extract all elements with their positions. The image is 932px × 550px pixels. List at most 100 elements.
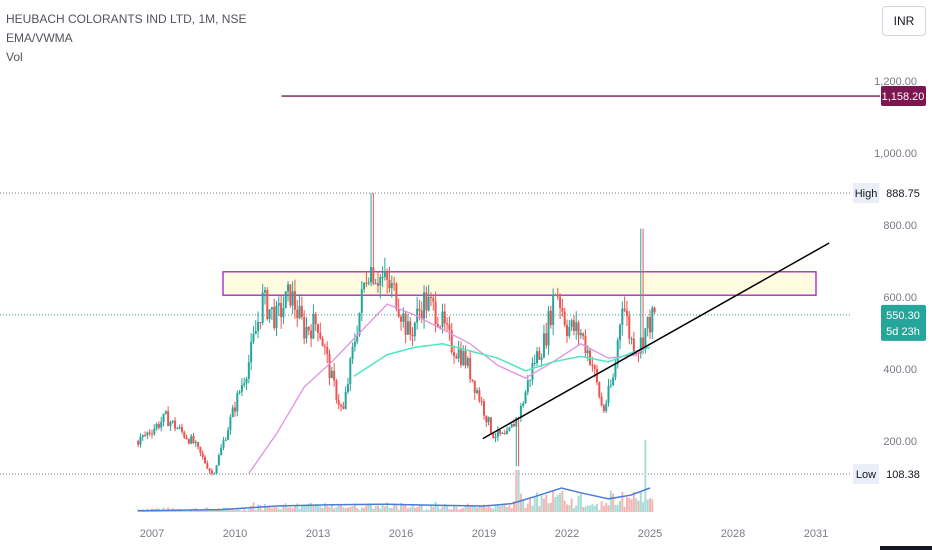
candle-body [370, 267, 373, 283]
candle-body [570, 320, 573, 327]
candle-body [536, 351, 539, 364]
volume-bar [649, 498, 651, 512]
volume-bar [529, 497, 532, 512]
candle-body [489, 417, 492, 434]
volume-bar [234, 510, 236, 512]
currency-button[interactable]: INR [882, 6, 926, 36]
candle-body [406, 321, 409, 335]
tag-label: Low [856, 469, 876, 481]
volume-bar [420, 504, 423, 512]
candle-body [432, 297, 435, 302]
candle-body [595, 368, 598, 383]
candles[interactable] [137, 193, 656, 476]
candle-body [552, 295, 555, 326]
candle-body [559, 296, 562, 308]
ema-line[interactable] [248, 303, 651, 474]
volume-bar [538, 506, 541, 512]
volume-bar [563, 500, 566, 512]
y-tick-label: 1,000.00 [874, 148, 917, 160]
volume-bar [229, 508, 232, 512]
candle-body [277, 303, 280, 306]
candle-body [222, 440, 225, 448]
candle-body [307, 326, 310, 331]
volume-bar [524, 508, 527, 512]
volume-bar [572, 508, 575, 512]
candle-body [254, 330, 257, 335]
candle-body [174, 420, 177, 429]
candle-body [639, 337, 642, 354]
symbol-title[interactable]: HEUBACH COLORANTS IND LTD, 1M, NSE [6, 12, 247, 26]
candle-body [224, 439, 227, 441]
volume-bar [510, 507, 513, 512]
candle-body [236, 393, 239, 412]
volume-bar [446, 506, 449, 512]
volume-bar [208, 509, 211, 512]
candle-body [192, 436, 195, 444]
volume-bar [353, 503, 356, 512]
volume-bar [259, 504, 262, 512]
volume-bar [595, 503, 598, 512]
volume-bars [137, 440, 654, 512]
candle-body [533, 363, 536, 365]
vwma-line[interactable] [353, 343, 651, 377]
candle-body [443, 311, 446, 324]
candle-body [538, 351, 541, 360]
volume-bar [287, 507, 290, 512]
candle-body [453, 352, 456, 357]
candle-body [160, 421, 163, 428]
candle-body [471, 379, 474, 381]
candle-body [169, 422, 172, 427]
volume-bar [411, 504, 414, 512]
volume-bar [333, 508, 336, 512]
candle-body [153, 428, 156, 434]
candle-body [632, 338, 635, 353]
volume-bar [326, 506, 329, 512]
candle-body [512, 423, 515, 427]
scroll-marker[interactable] [880, 546, 932, 550]
candle-body [623, 308, 626, 311]
candle-body [646, 317, 649, 329]
volume-bar [360, 507, 363, 512]
candle-body [466, 358, 469, 366]
volume-bar [628, 497, 631, 512]
supply-zone-box[interactable] [222, 271, 817, 296]
volume-bar [254, 509, 257, 512]
chart-legend: HEUBACH COLORANTS IND LTD, 1M, NSE EMA/V… [6, 10, 246, 67]
volume-bar [323, 503, 326, 512]
candle-body [609, 385, 612, 387]
volume-bar [340, 504, 343, 512]
support-trendline[interactable] [482, 242, 830, 440]
volume-bar [575, 505, 578, 512]
candle-body [619, 324, 622, 341]
candle-body [183, 431, 186, 438]
candle-body [612, 377, 615, 386]
volume-bar [215, 509, 218, 512]
volume-bar [376, 505, 379, 512]
candle-body [464, 350, 467, 366]
volume-bar [393, 503, 396, 512]
volume-bar [266, 507, 269, 512]
candle-body [300, 305, 303, 317]
volume-bar [496, 504, 499, 512]
volume-label[interactable]: Vol [6, 50, 23, 64]
candle-body [575, 322, 578, 331]
volume-bar [328, 506, 331, 512]
volume-bar [312, 505, 315, 512]
candle-body [213, 473, 216, 475]
candle-body [245, 378, 248, 384]
volume-bar [473, 506, 476, 512]
candle-body [317, 324, 319, 333]
candle-body [185, 437, 188, 440]
candle-body [321, 338, 324, 347]
candle-body [250, 341, 253, 363]
candle-body [459, 349, 462, 365]
volume-bar [409, 507, 412, 512]
candle-body [330, 370, 333, 379]
volume-bar [625, 497, 628, 512]
volume-bar [436, 504, 439, 512]
indicator-label[interactable]: EMA/VWMA [6, 31, 73, 45]
volume-bar [621, 491, 624, 512]
candle-body [337, 399, 340, 405]
candle-body [293, 291, 296, 310]
